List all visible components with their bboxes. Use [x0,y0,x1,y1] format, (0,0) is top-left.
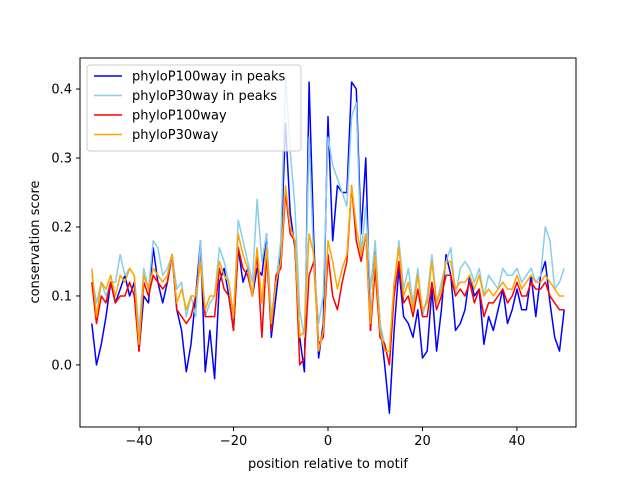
legend-label-3: phyloP30way [132,128,219,143]
series-layer [91,74,565,414]
y-tick-label: 0.0 [51,358,72,373]
series-line-3 [91,184,565,352]
x-tick-label: 0 [324,434,332,449]
y-tick-label: 0.4 [51,83,72,98]
y-tick-label: 0.1 [51,289,72,304]
legend-label-1: phyloP30way in peaks [132,89,277,104]
legend: phyloP100way in peaks phyloP30way in peak… [86,64,302,152]
y-tick-label: 0.2 [51,220,72,235]
y-tick-label: 0.3 [51,152,72,167]
legend-label-0: phyloP100way in peaks [132,70,286,85]
y-axis-title: conservation score [28,180,43,303]
legend-box [86,64,302,152]
x-axis: −40 −20 0 20 40 [125,427,525,449]
x-tick-label: −40 [125,434,152,449]
x-axis-title: position relative to motif [248,457,408,472]
x-tick-label: −20 [220,434,247,449]
legend-label-2: phyloP100way [132,109,227,124]
x-tick-label: 20 [414,434,431,449]
y-axis: 0.0 0.1 0.2 0.3 0.4 [51,83,80,373]
x-tick-label: 40 [509,434,526,449]
